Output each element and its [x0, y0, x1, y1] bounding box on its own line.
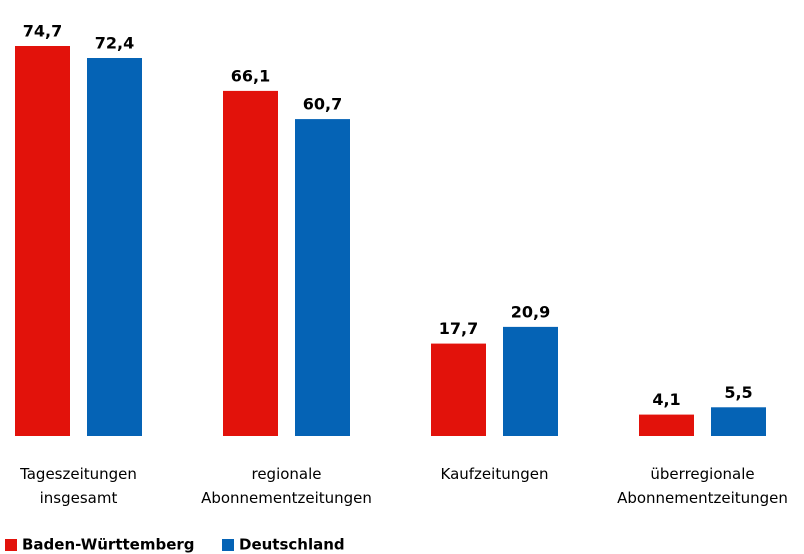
x-tick-label: regionale Abonnementzeitungen	[201, 465, 372, 507]
value-label: 4,1	[652, 390, 680, 409]
bar	[87, 58, 142, 437]
bar	[15, 46, 70, 436]
x-tick-label: überregionale Abonnementzeitungen	[617, 465, 788, 507]
value-label: 60,7	[303, 95, 342, 114]
value-label: 72,4	[95, 34, 134, 53]
value-label: 20,9	[511, 302, 550, 321]
bar	[223, 90, 278, 436]
bar	[639, 414, 694, 436]
value-label: 74,7	[23, 22, 62, 41]
legend-label: Baden-Württemberg	[22, 536, 195, 554]
legend-swatch	[5, 539, 17, 551]
bar	[503, 326, 558, 436]
value-label: 66,1	[231, 66, 270, 85]
legend-swatch	[222, 539, 234, 551]
bar	[431, 343, 486, 436]
x-tick-label: Kaufzeitungen	[441, 465, 549, 483]
legend-label: Deutschland	[239, 536, 345, 554]
value-label: 17,7	[439, 319, 478, 338]
bar	[711, 407, 766, 436]
value-label: 5,5	[724, 383, 752, 402]
x-tick-label: Tageszeitungen insgesamt	[19, 465, 137, 507]
bar	[295, 119, 350, 436]
